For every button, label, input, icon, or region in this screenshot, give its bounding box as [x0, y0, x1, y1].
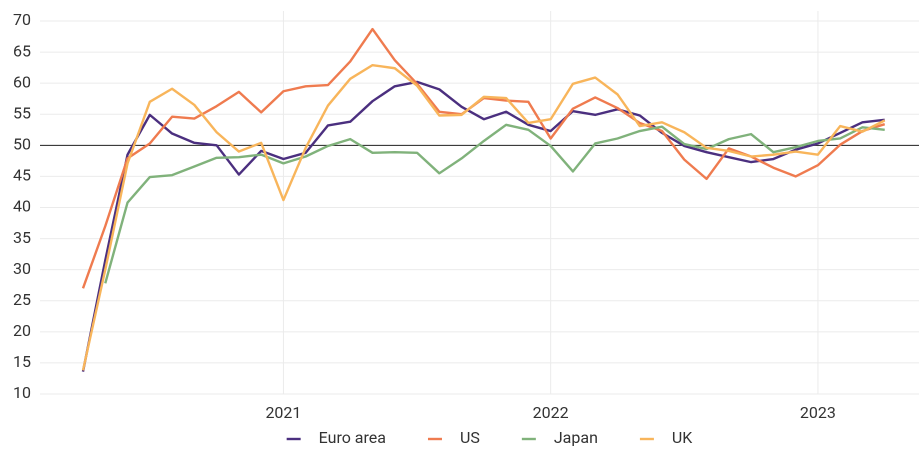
x-tick-label: 2023 — [800, 403, 836, 422]
y-tick-label: 70 — [13, 10, 31, 29]
y-tick-label: 30 — [13, 259, 31, 278]
y-tick-label: 35 — [13, 228, 31, 247]
series-line — [81, 63, 886, 371]
legend-label: US — [460, 428, 480, 447]
y-tick-label: 40 — [13, 197, 31, 216]
legend-label: Euro area — [319, 428, 386, 447]
legend-label: UK — [672, 428, 693, 447]
series-line — [81, 27, 886, 289]
series-line — [81, 80, 885, 372]
y-tick-label: 25 — [13, 290, 31, 309]
legend: Euro area US Japan UK — [286, 428, 693, 447]
y-tick-label: 60 — [13, 72, 31, 91]
y-tick-label: 20 — [13, 321, 31, 340]
y-tick-label: 50 — [13, 135, 31, 154]
series-line — [104, 123, 885, 284]
x-tick-label: 2021 — [265, 403, 301, 422]
legend-label: Japan — [554, 428, 598, 447]
y-tick-label: 65 — [13, 41, 31, 60]
y-tick-label: 55 — [13, 103, 31, 122]
y-tick-label: 15 — [13, 352, 31, 371]
x-tick-label: 2022 — [533, 403, 569, 422]
y-tick-label: 10 — [13, 383, 31, 402]
y-tick-label: 45 — [13, 166, 31, 185]
